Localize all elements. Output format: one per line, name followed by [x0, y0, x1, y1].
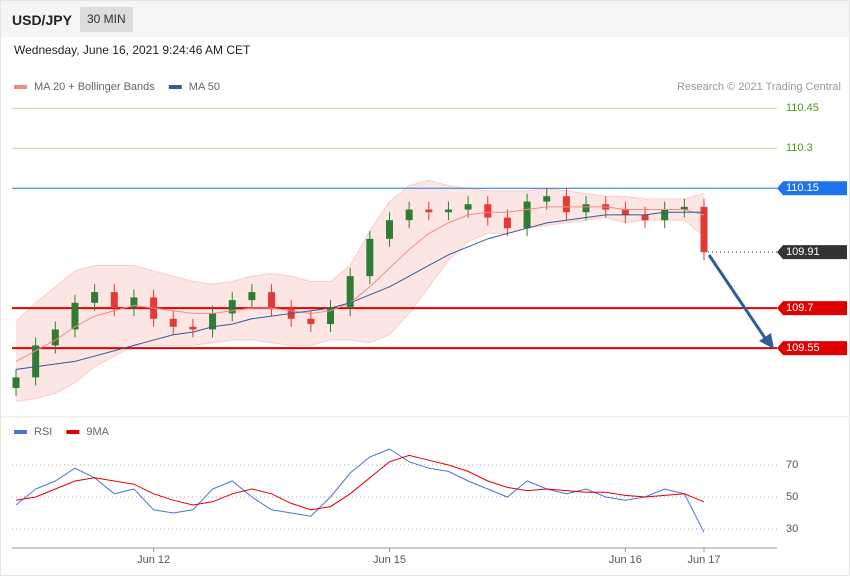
x-tick-label: Jun 12: [137, 554, 170, 566]
legend-swatch: [14, 430, 27, 434]
level-tag: [777, 245, 847, 260]
level-tag: [777, 181, 847, 196]
legend-swatch: [14, 85, 27, 89]
candle-body: [641, 214, 649, 221]
level-tag: [777, 341, 847, 356]
candle-body: [91, 292, 99, 303]
legend-label: 9MA: [86, 426, 109, 438]
legend-label: MA 20 + Bollinger Bands: [34, 81, 155, 93]
level-label: 109.91: [786, 246, 820, 258]
candle-body: [385, 220, 393, 239]
candle-body: [189, 326, 197, 330]
ma-line: [15, 206, 705, 362]
candle-body: [169, 318, 177, 327]
bollinger-band: [16, 180, 704, 402]
level-label: 109.55: [786, 342, 820, 354]
candle-body: [562, 196, 570, 213]
legend-swatch: [168, 85, 182, 89]
y-tick-label: 30: [786, 523, 798, 535]
candle-body: [110, 292, 118, 309]
level-label: 110.15: [786, 182, 819, 194]
timestamp: Wednesday, June 16, 2021 9:24:46 AM CET: [14, 43, 251, 57]
level-tag: [777, 301, 847, 316]
candle-body: [484, 204, 492, 218]
copyright: Research © 2021 Trading Central: [677, 81, 841, 93]
candle-body: [444, 209, 452, 213]
candle-body: [503, 217, 511, 229]
candle-body: [543, 196, 551, 202]
interval-button[interactable]: 30 MIN: [80, 7, 133, 32]
candle-body: [51, 329, 59, 346]
indicator-line: [15, 454, 705, 511]
toolbar: USD/JPY 30 MIN: [1, 1, 849, 37]
candle-body: [268, 292, 276, 309]
candle-body: [248, 292, 256, 301]
candle-body: [523, 201, 531, 229]
candle-body: [582, 204, 590, 213]
candle-body: [700, 206, 708, 253]
symbol: USD/JPY: [12, 12, 72, 28]
candle-body: [307, 318, 315, 325]
candle-body: [228, 300, 236, 314]
candle-body: [346, 276, 354, 309]
level-label: 110.45: [786, 102, 819, 114]
candle-body: [327, 308, 335, 325]
band-edge: [15, 179, 705, 322]
candle-body: [661, 209, 669, 221]
legend-label: MA 50: [189, 81, 220, 93]
candle-body: [32, 345, 40, 378]
y-tick-label: 50: [786, 491, 798, 503]
candle-body: [405, 209, 413, 221]
ma-line: [15, 211, 704, 370]
y-tick-label: 70: [786, 459, 798, 471]
forecast-arrow: [707, 254, 769, 342]
candle-body: [209, 313, 217, 330]
candle-body: [366, 238, 374, 277]
candle-body: [621, 209, 629, 215]
x-tick-label: Jun 17: [687, 554, 720, 566]
indicator-line: [15, 448, 705, 533]
forecast-arrowhead: [759, 333, 774, 349]
level-label: 109.7: [786, 302, 814, 314]
candle-body: [12, 377, 20, 389]
x-tick-label: Jun 16: [609, 554, 642, 566]
legend-label: RSI: [34, 426, 52, 438]
level-label: 110.3: [786, 142, 813, 154]
candle-body: [71, 302, 79, 330]
candle-body: [425, 209, 433, 213]
candle-body: [680, 206, 688, 210]
x-tick-label: Jun 15: [373, 554, 406, 566]
legend-swatch: [66, 430, 80, 434]
candle-body: [130, 297, 138, 309]
candle-body: [464, 204, 472, 210]
